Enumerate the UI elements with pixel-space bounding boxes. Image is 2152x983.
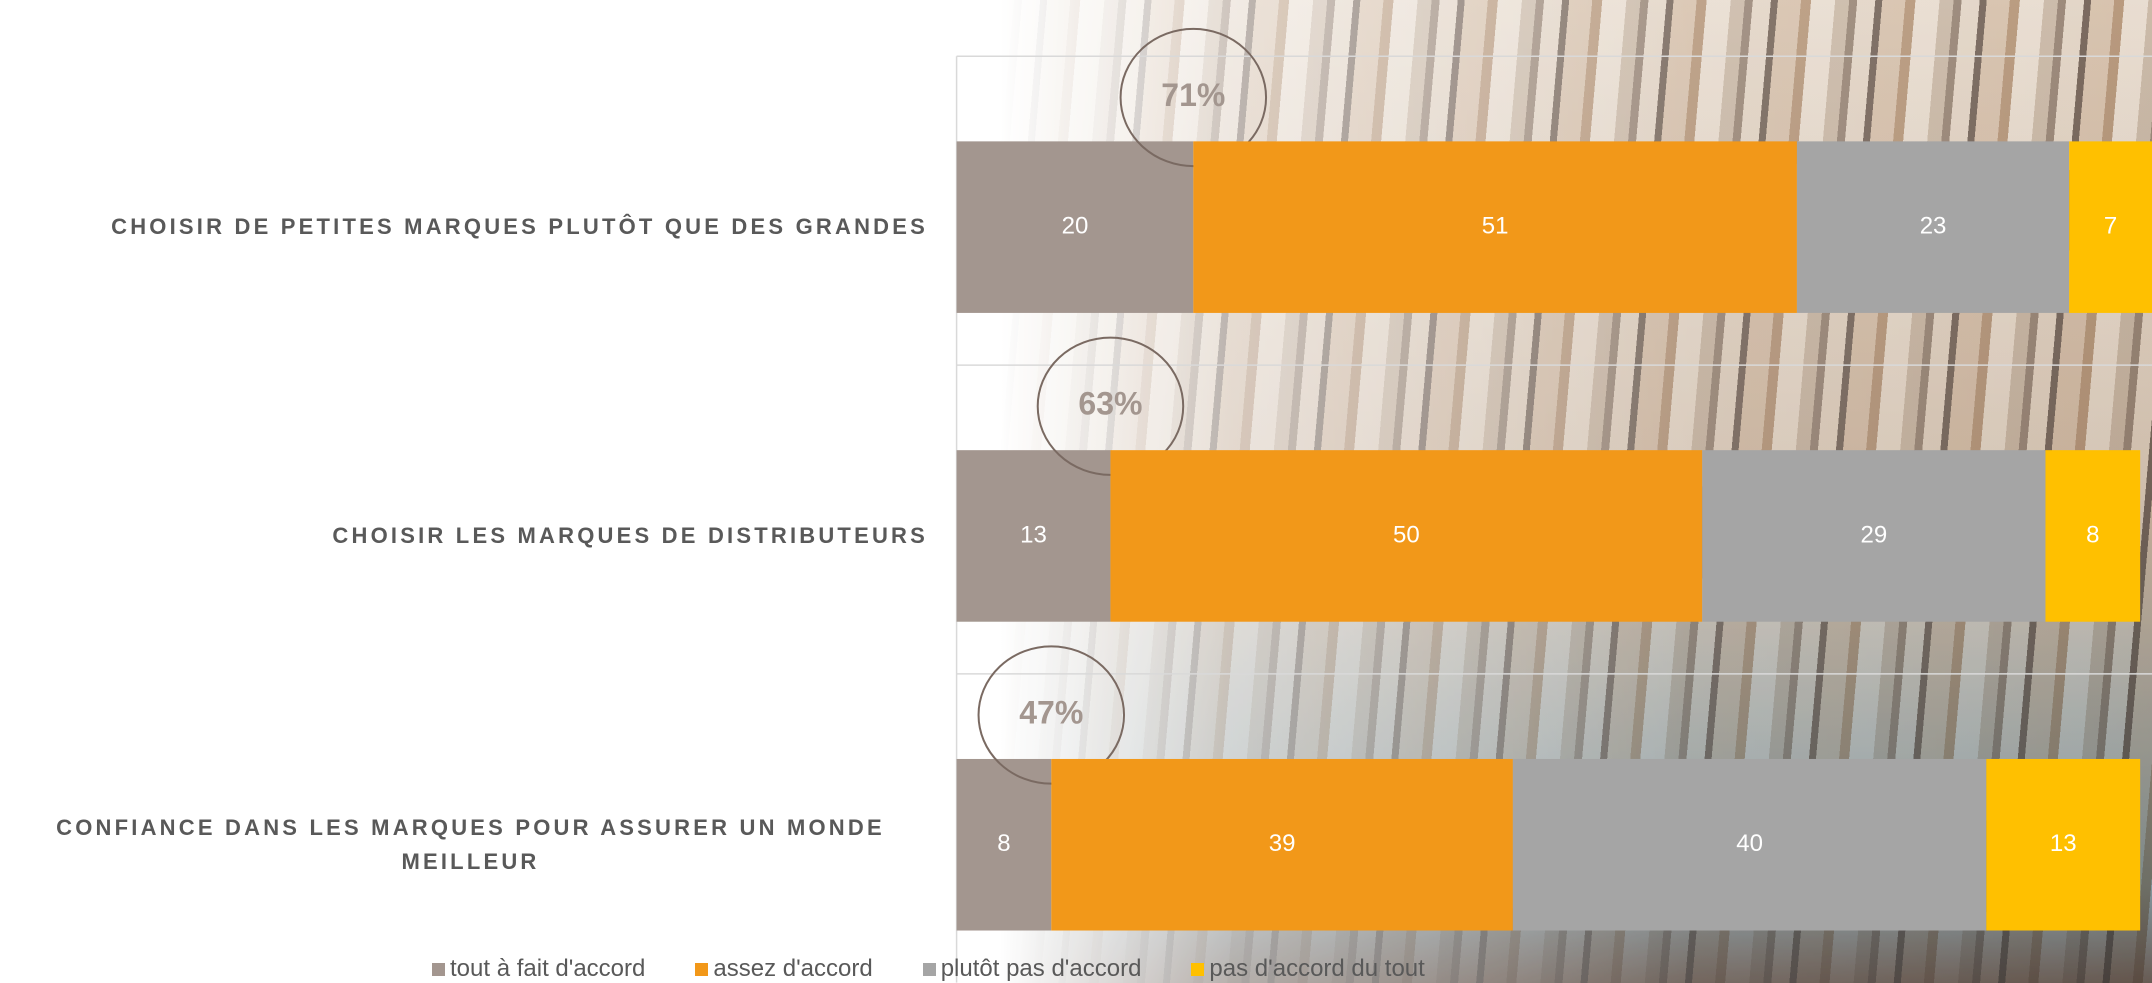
bar-segment [2045, 450, 2141, 622]
bar-segment [1512, 758, 1987, 931]
legend-label: assez d'accord [713, 955, 873, 982]
annotation: 63% [1078, 386, 1142, 422]
legend: tout à fait d'accord assez d'accord plutôt… [432, 955, 1425, 983]
bar-segment [1796, 141, 2070, 313]
value-label: 13 [1020, 521, 1047, 548]
value-label: 7 [2104, 212, 2117, 239]
category-label-box: CONFIANCE DANS LES MARQUES POUR ASSURER … [13, 759, 928, 931]
category-label: CHOISIR DE PETITES MARQUES PLUTÔT QUE DE… [111, 214, 928, 240]
value-label: 8 [2086, 521, 2099, 548]
value-label: 50 [1393, 521, 1420, 548]
value-label: 23 [1920, 212, 1947, 239]
bar-segment [956, 141, 1194, 313]
value-label: 13 [2050, 830, 2077, 857]
bar-segment [956, 450, 1111, 622]
value-label: 51 [1482, 212, 1509, 239]
legend-label: pas d'accord du tout [1209, 955, 1425, 982]
value-label: 29 [1861, 521, 1888, 548]
category-label-box: CHOISIR LES MARQUES DE DISTRIBUTEURS [13, 450, 928, 622]
legend-label: tout à fait d'accord [450, 955, 646, 982]
legend-swatch [1191, 962, 1205, 976]
category-label: CONFIANCE DANS LES MARQUES POUR ASSURER … [56, 814, 885, 874]
legend-item: plutôt pas d'accord [922, 955, 1142, 983]
bar-segment [2069, 141, 2152, 313]
value-label: 39 [1269, 830, 1296, 857]
bar-segment [1702, 450, 2046, 622]
legend-item: pas d'accord du tout [1191, 955, 1425, 983]
value-label: 8 [997, 830, 1010, 857]
bar-segment [1051, 758, 1513, 931]
annotation: 71% [1161, 77, 1225, 113]
annotation: 47% [1019, 694, 1083, 730]
bar-segment [1986, 758, 2141, 931]
category-label: CHOISIR LES MARQUES DE DISTRIBUTEURS [332, 522, 928, 548]
bar-segment [1193, 141, 1797, 313]
legend-item: tout à fait d'accord [432, 955, 645, 983]
value-label: 20 [1062, 212, 1089, 239]
legend-label: plutôt pas d'accord [940, 955, 1142, 982]
category-label-box: CHOISIR DE PETITES MARQUES PLUTÔT QUE DE… [13, 141, 928, 313]
legend-swatch [695, 962, 709, 976]
bar-segment [956, 758, 1052, 931]
legend-item: assez d'accord [695, 955, 873, 983]
legend-swatch [432, 962, 445, 976]
legend-swatch [922, 962, 936, 976]
value-label: 40 [1736, 830, 1763, 857]
bar-segment [1110, 450, 1703, 622]
